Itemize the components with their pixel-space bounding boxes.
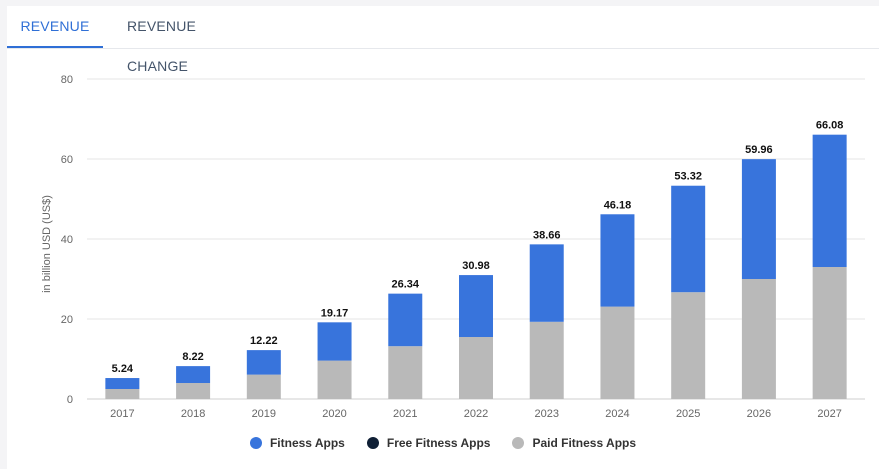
bar-fitness-apps[interactable] (459, 275, 493, 337)
x-tick-label: 2025 (676, 408, 700, 420)
data-label: 30.98 (462, 260, 490, 272)
data-label: 5.24 (112, 363, 134, 375)
bar-paid-fitness-apps[interactable] (812, 267, 847, 399)
data-label: 19.17 (321, 307, 349, 319)
y-tick-label: 20 (61, 314, 73, 326)
bar-fitness-apps[interactable] (812, 134, 847, 267)
bar-paid-fitness-apps[interactable] (317, 360, 352, 399)
y-tick-label: 80 (61, 74, 73, 86)
x-tick-label: 2020 (322, 408, 346, 420)
data-label: 46.18 (604, 199, 632, 211)
legend-dot-icon (512, 437, 525, 449)
y-tick-label: 0 (67, 394, 73, 406)
legend-label: Free Fitness Apps (386, 436, 491, 450)
data-label: 38.66 (533, 229, 561, 241)
chart-card: REVENUE REVENUE CHANGE 0 20 40 60 80 5.24 201… (7, 6, 879, 469)
legend-item-fitness-apps[interactable]: Fitness Apps (249, 432, 345, 454)
bar-fitness-apps[interactable] (741, 159, 776, 279)
legend-label: Fitness Apps (269, 436, 345, 450)
bar-paid-fitness-apps[interactable] (671, 292, 706, 399)
bar-fitness-apps[interactable] (246, 350, 281, 375)
data-label: 59.96 (745, 144, 773, 156)
legend-dot-icon (366, 437, 379, 449)
bar-paid-fitness-apps[interactable] (176, 383, 211, 399)
x-tick-label: 2019 (252, 408, 276, 420)
bar-fitness-apps[interactable] (529, 244, 564, 322)
bar-fitness-apps[interactable] (176, 366, 211, 383)
x-tick-label: 2017 (110, 408, 134, 420)
bar-fitness-apps[interactable] (317, 322, 352, 361)
y-tick-label: 40 (61, 234, 73, 246)
x-tick-label: 2018 (181, 408, 205, 420)
legend-item-paid-fitness-apps[interactable]: Paid Fitness Apps (512, 432, 636, 454)
legend-item-free-fitness-apps[interactable]: Free Fitness Apps (366, 432, 491, 454)
chart-legend: Fitness Apps Free Fitness Apps Paid Fitn… (7, 432, 879, 454)
bar-paid-fitness-apps[interactable] (246, 374, 281, 399)
x-tick-label: 2021 (393, 408, 417, 420)
x-tick-label: 2027 (817, 408, 841, 420)
bar-fitness-apps[interactable] (671, 185, 706, 293)
bar-paid-fitness-apps[interactable] (741, 279, 776, 399)
y-axis-label: in billion USD (US$) (41, 195, 53, 293)
bar-paid-fitness-apps[interactable] (529, 321, 564, 399)
x-tick-label: 2026 (747, 408, 771, 420)
x-tick-label: 2024 (605, 408, 629, 420)
bar-paid-fitness-apps[interactable] (388, 346, 423, 399)
legend-dot-icon (249, 437, 262, 449)
bar-fitness-apps[interactable] (105, 378, 140, 389)
bar-fitness-apps[interactable] (600, 214, 635, 307)
bar-paid-fitness-apps[interactable] (459, 337, 493, 399)
tab-revenue[interactable]: REVENUE (7, 6, 103, 48)
stacked-bar-chart: 0 20 40 60 80 5.24 2017 8.22 2018 12.22 2019 19.17… (41, 74, 865, 420)
y-tick-label: 60 (61, 154, 73, 166)
data-label: 66.08 (816, 120, 844, 132)
legend-label: Paid Fitness Apps (532, 436, 637, 450)
bar-paid-fitness-apps[interactable] (105, 389, 140, 399)
tab-bar: REVENUE REVENUE CHANGE (7, 6, 879, 74)
tab-revenue-change[interactable]: REVENUE CHANGE (127, 18, 197, 74)
x-tick-label: 2023 (534, 408, 558, 420)
bar-paid-fitness-apps[interactable] (600, 306, 635, 399)
data-label: 12.22 (250, 335, 278, 347)
x-tick-label: 2022 (464, 408, 488, 420)
bar-fitness-apps[interactable] (388, 293, 423, 347)
data-label: 8.22 (182, 351, 203, 363)
data-label: 26.34 (392, 279, 420, 291)
data-label: 53.32 (674, 171, 702, 183)
